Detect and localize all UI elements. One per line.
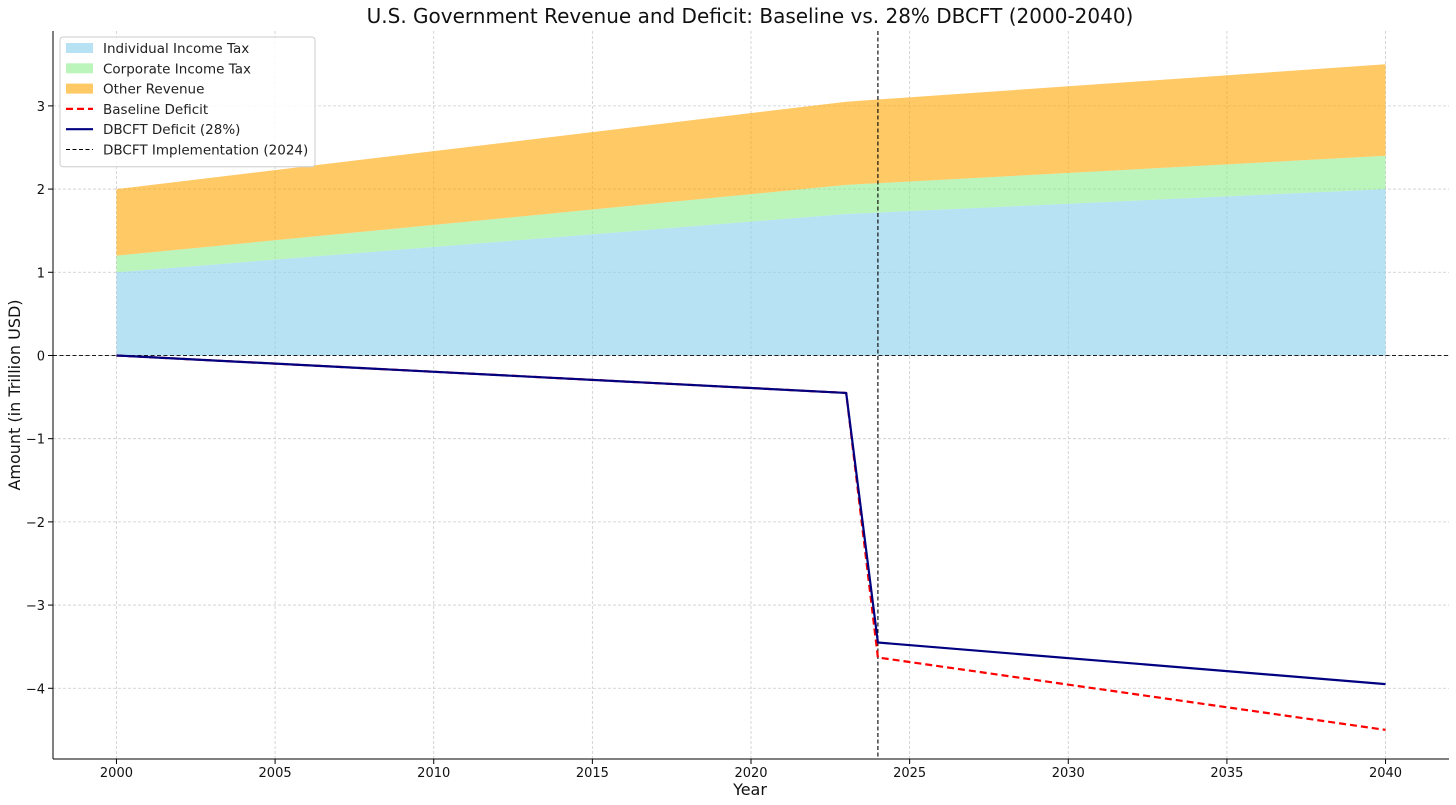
series-dbcft-deficit-28- (116, 354, 1386, 686)
y-axis-label: Amount (in Trillion USD) (5, 299, 24, 490)
tick-labels: 2000 2005 2010 2015 2020 2025 2030 2035 2040 −4 −3… (26, 100, 1402, 781)
x-tick-label: 2040 (1369, 766, 1402, 781)
legend-label: Baseline Deficit (103, 102, 208, 118)
x-tick-label: 2030 (1052, 766, 1085, 781)
area-individual-income-tax (116, 189, 1386, 356)
x-tick-label: 2010 (417, 766, 450, 781)
y-tick-label: −2 (26, 516, 45, 531)
x-tick-label: 2000 (100, 766, 133, 781)
y-tick-label: −4 (26, 682, 45, 697)
x-tick-label: 2025 (893, 766, 926, 781)
x-axis-label: Year (732, 780, 767, 799)
y-tick-label: 3 (37, 100, 45, 115)
chart-title: U.S. Government Revenue and Deficit: Bas… (367, 4, 1134, 28)
area-corporate-income-tax (116, 155, 1386, 273)
legend-swatch (66, 63, 93, 74)
legend-label: Individual Income Tax (103, 41, 249, 57)
legend-label: Other Revenue (103, 82, 204, 98)
legend-label: DBCFT Deficit (28%) (103, 122, 240, 138)
legend-swatch (66, 43, 93, 53)
axes (48, 31, 1449, 764)
x-tick-label: 2005 (259, 766, 292, 781)
area-other-revenue (116, 64, 1386, 256)
y-tick-label: 1 (37, 266, 45, 281)
x-tick-label: 2020 (734, 766, 767, 781)
legend-swatch (66, 83, 93, 94)
legend-box (59, 36, 316, 168)
deficit-lines (116, 354, 1386, 731)
legend-label: Corporate Income Tax (103, 61, 251, 77)
stacked-areas (116, 64, 1386, 356)
legend: Individual Income Tax Corporate Income Ta… (59, 36, 316, 168)
x-tick-label: 2035 (1210, 766, 1243, 781)
y-tick-label: −1 (26, 433, 45, 448)
y-tick-label: 2 (37, 183, 45, 198)
legend-label: DBCFT Implementation (2024) (103, 143, 308, 159)
y-tick-label: −3 (26, 599, 45, 614)
y-tick-label: 0 (37, 349, 45, 364)
x-tick-label: 2015 (576, 766, 609, 781)
